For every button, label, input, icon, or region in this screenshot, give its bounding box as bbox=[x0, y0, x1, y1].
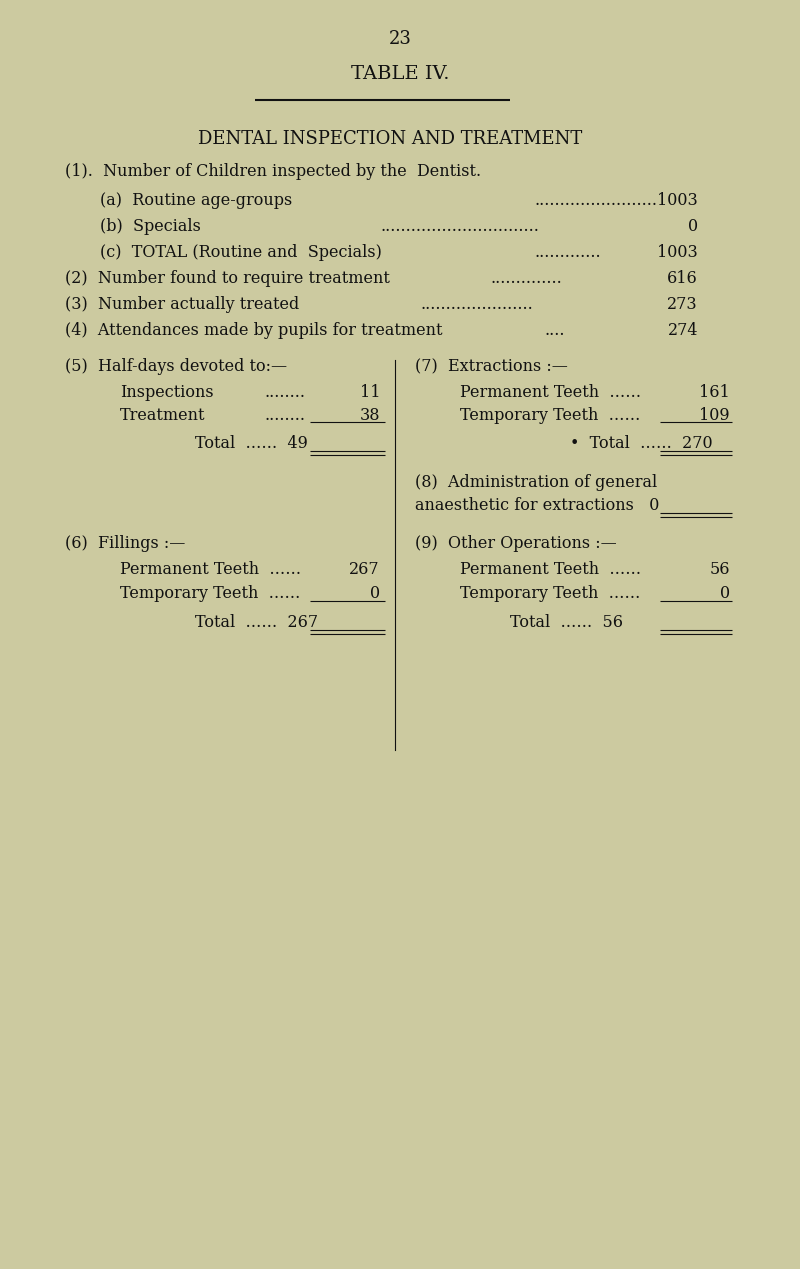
Text: Treatment: Treatment bbox=[120, 407, 206, 424]
Text: Total  ……  56: Total …… 56 bbox=[510, 614, 623, 631]
Text: Temporary Teeth  ……: Temporary Teeth …… bbox=[120, 585, 300, 602]
Text: 11: 11 bbox=[359, 385, 380, 401]
Text: 1003: 1003 bbox=[658, 192, 698, 209]
Text: (a)  Routine age-groups: (a) Routine age-groups bbox=[100, 192, 292, 209]
Text: (c)  TOTAL (Routine and  Specials): (c) TOTAL (Routine and Specials) bbox=[100, 244, 382, 261]
Text: 273: 273 bbox=[667, 296, 698, 313]
Text: ........: ........ bbox=[265, 385, 306, 401]
Text: (2)  Number found to require treatment: (2) Number found to require treatment bbox=[65, 270, 390, 287]
Text: 38: 38 bbox=[359, 407, 380, 424]
Text: 274: 274 bbox=[667, 322, 698, 339]
Text: TABLE IV.: TABLE IV. bbox=[350, 65, 450, 82]
Text: 267: 267 bbox=[350, 561, 380, 577]
Text: Temporary Teeth  ……: Temporary Teeth …… bbox=[460, 407, 640, 424]
Text: Total  ……  49: Total …… 49 bbox=[195, 435, 308, 452]
Text: 23: 23 bbox=[389, 30, 411, 48]
Text: (8)  Administration of general: (8) Administration of general bbox=[415, 475, 658, 491]
Text: ...............................: ............................... bbox=[380, 218, 539, 235]
Text: ......................: ...................... bbox=[420, 296, 533, 313]
Text: Permanent Teeth  ……: Permanent Teeth …… bbox=[460, 561, 641, 577]
Text: (9)  Other Operations :—: (9) Other Operations :— bbox=[415, 536, 617, 552]
Text: ..............: .............. bbox=[490, 270, 562, 287]
Text: anaesthetic for extractions   0: anaesthetic for extractions 0 bbox=[415, 497, 659, 514]
Text: 0: 0 bbox=[688, 218, 698, 235]
Text: (5)  Half-days devoted to:—: (5) Half-days devoted to:— bbox=[65, 358, 287, 376]
Text: (7)  Extractions :—: (7) Extractions :— bbox=[415, 358, 568, 376]
Text: (3)  Number actually treated: (3) Number actually treated bbox=[65, 296, 299, 313]
Text: Permanent Teeth  ……: Permanent Teeth …… bbox=[460, 385, 641, 401]
Text: 1003: 1003 bbox=[658, 244, 698, 261]
Text: 161: 161 bbox=[699, 385, 730, 401]
Text: Inspections: Inspections bbox=[120, 385, 214, 401]
Text: ........: ........ bbox=[265, 407, 306, 424]
Text: •  Total  ……  270: • Total …… 270 bbox=[570, 435, 713, 452]
Text: ....: .... bbox=[545, 322, 566, 339]
Text: (1).  Number of Children inspected by the  Dentist.: (1). Number of Children inspected by the… bbox=[65, 162, 481, 180]
Text: 0: 0 bbox=[370, 585, 380, 602]
Text: (4)  Attendances made by pupils for treatment: (4) Attendances made by pupils for treat… bbox=[65, 322, 442, 339]
Text: (b)  Specials: (b) Specials bbox=[100, 218, 201, 235]
Text: ........................: ........................ bbox=[535, 192, 658, 209]
Text: Permanent Teeth  ……: Permanent Teeth …… bbox=[120, 561, 301, 577]
Text: 616: 616 bbox=[667, 270, 698, 287]
Text: Temporary Teeth  ……: Temporary Teeth …… bbox=[460, 585, 640, 602]
Text: Total  ……  267: Total …… 267 bbox=[195, 614, 318, 631]
Text: DENTAL INSPECTION AND TREATMENT: DENTAL INSPECTION AND TREATMENT bbox=[198, 129, 582, 148]
Text: 0: 0 bbox=[720, 585, 730, 602]
Text: 56: 56 bbox=[710, 561, 730, 577]
Text: 109: 109 bbox=[699, 407, 730, 424]
Text: .............: ............. bbox=[535, 244, 602, 261]
Text: (6)  Fillings :—: (6) Fillings :— bbox=[65, 536, 186, 552]
